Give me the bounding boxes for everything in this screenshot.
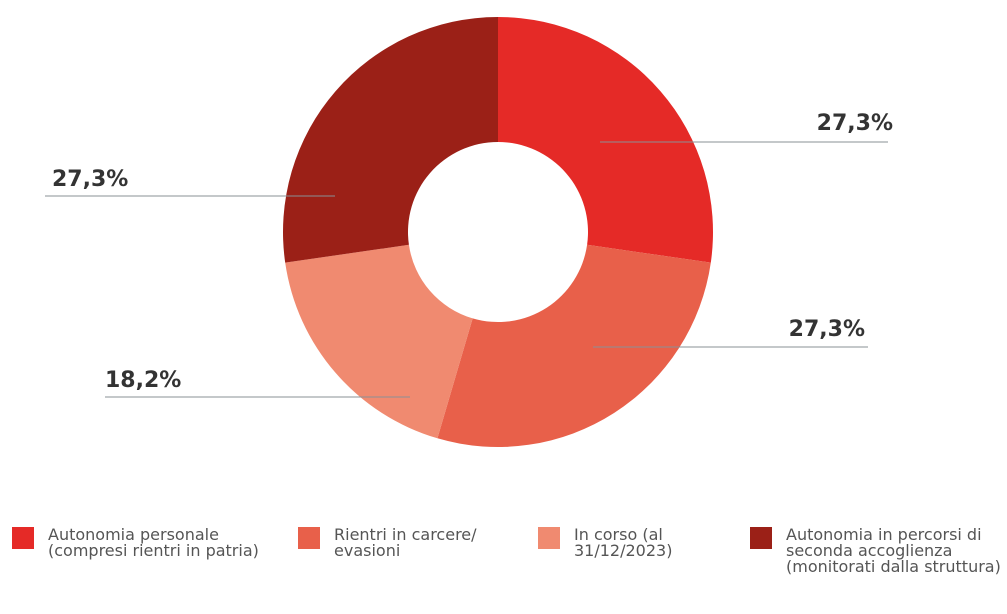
donut-slice xyxy=(282,17,498,263)
legend-item: In corso (al 31/12/2023) xyxy=(538,527,754,559)
legend-item: Autonomia in percorsi di seconda accogli… xyxy=(750,527,1007,575)
donut-slice xyxy=(498,17,713,263)
value-label: 18,2% xyxy=(105,368,181,393)
legend-item: Autonomia personale (compresi rientri in… xyxy=(12,527,278,559)
donut-slice xyxy=(437,244,711,447)
legend-swatch xyxy=(538,527,560,549)
legend-label: Autonomia personale (compresi rientri in… xyxy=(48,525,259,560)
donut-slice xyxy=(285,244,473,439)
value-label: 27,3% xyxy=(789,317,865,342)
chart: 27,3% 27,3% 18,2% 27,3% xyxy=(45,17,893,447)
legend-swatch xyxy=(298,527,320,549)
value-label: 27,3% xyxy=(52,167,128,192)
legend-label: Autonomia in percorsi di seconda accogli… xyxy=(786,525,1001,576)
legend-label: Rientri in carcere/ evasioni xyxy=(334,525,477,560)
legend-swatch xyxy=(12,527,34,549)
legend-label: In corso (al 31/12/2023) xyxy=(574,525,673,560)
legend-swatch xyxy=(750,527,772,549)
value-label: 27,3% xyxy=(817,111,893,136)
legend-item: Rientri in carcere/ evasioni xyxy=(298,527,534,559)
